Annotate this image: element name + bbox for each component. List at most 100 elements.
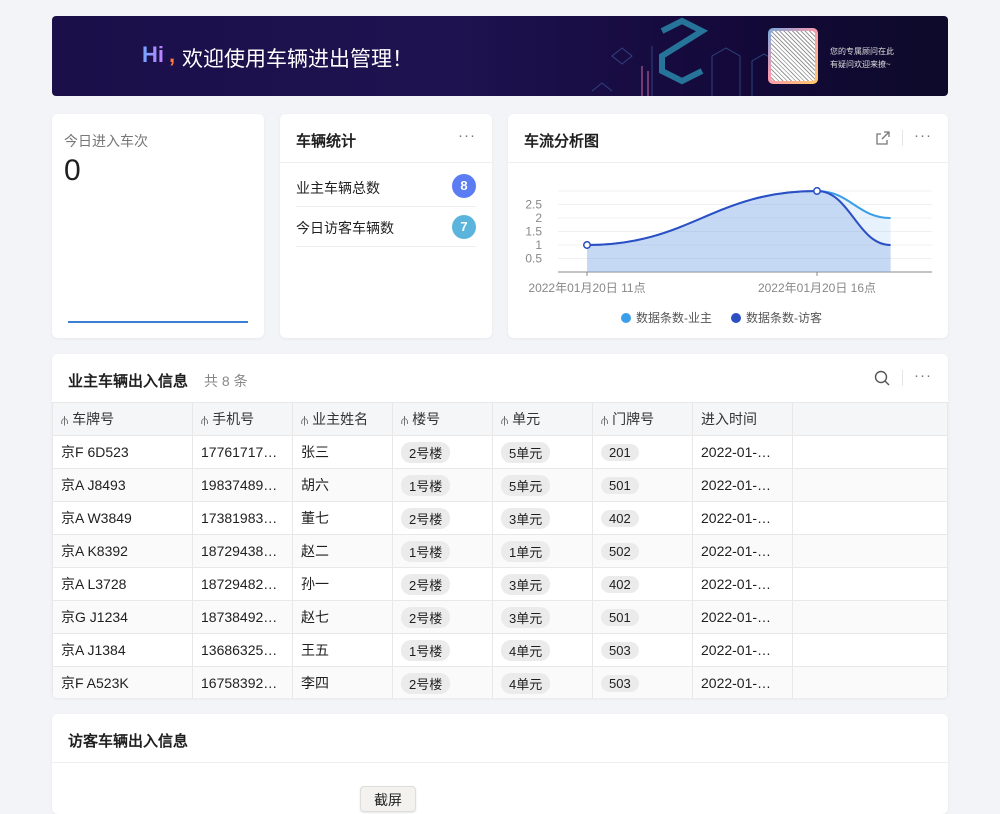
table-cell: 2022-01-…	[692, 600, 793, 634]
cell-tag: 502	[601, 542, 639, 560]
cell-tag: 1号楼	[401, 639, 451, 661]
table-cell: 京A K8392	[52, 534, 193, 568]
cell-tag: 3单元	[501, 573, 551, 595]
table-cell: 2号楼	[392, 600, 493, 634]
column-header[interactable]: ⫛ 手机号	[192, 402, 293, 436]
cell-tag: 2号楼	[401, 573, 451, 595]
owner-table-title: 业主车辆出入信息	[68, 373, 189, 390]
table-cell: 3单元	[492, 501, 593, 535]
table-cell: 5单元	[492, 435, 593, 469]
table-cell: 18729438…	[192, 534, 293, 568]
cell-text: 2022-01-…	[701, 609, 772, 625]
qr-code	[768, 28, 818, 84]
cell-tag: 2号楼	[401, 672, 451, 694]
table-cell: 501	[592, 468, 693, 502]
y-tick-label: 0.5	[525, 252, 542, 266]
y-tick-label: 2	[535, 211, 542, 225]
table-cell: 2022-01-…	[692, 435, 793, 469]
table-cell: 李四	[292, 666, 393, 698]
more-icon[interactable]: ···	[914, 367, 932, 384]
series-area	[587, 191, 891, 272]
search-icon[interactable]	[874, 370, 890, 386]
table-cell: 503	[592, 633, 693, 667]
column-header[interactable]: ⫛ 门牌号	[592, 402, 693, 436]
cell-text: 2022-01-…	[701, 543, 772, 559]
cell-tag: 2号楼	[401, 507, 451, 529]
today-entries-value: 0	[64, 154, 81, 187]
cell-text: 京F 6D523	[61, 444, 129, 460]
table-cell: 402	[592, 567, 693, 601]
table-cell: 502	[592, 534, 693, 568]
table-cell: 2022-01-…	[692, 501, 793, 535]
cell-tag: 1单元	[501, 540, 551, 562]
stat-label: 业主车辆总数	[296, 180, 380, 196]
cell-tag: 4单元	[501, 672, 551, 694]
table-row[interactable]: 京A J8493 19837489… 胡六 1号楼 5单元 501 2022-01-…	[52, 468, 948, 502]
stat-row-visitor: 今日访客车辆数 7	[296, 207, 476, 247]
today-entries-label: 今日进入车次	[64, 133, 148, 149]
screenshot-button[interactable]: 截屏	[360, 786, 416, 812]
traffic-line-chart: 0.511.522.5 2022年01月20日 11点 2022年01月20日 16…	[525, 187, 932, 325]
cell-text: 19837489…	[201, 477, 278, 493]
table-cell: 3单元	[492, 600, 593, 634]
table-cell: 1单元	[492, 534, 593, 568]
table-row[interactable]: 京G J1234 18738492… 赵七 2号楼 3单元 501 2022-01-…	[52, 600, 948, 634]
cell-text: 2022-01-…	[701, 510, 772, 526]
table-cell: 赵二	[292, 534, 393, 568]
x-tick-label: 2022年01月20日 16点	[758, 281, 876, 295]
cell-text: 17761717…	[201, 444, 278, 460]
table-cell: 京A J8493	[52, 468, 193, 502]
cell-tag: 402	[601, 509, 639, 527]
table-cell: 17761717…	[192, 435, 293, 469]
cell-text: 2022-01-…	[701, 477, 772, 493]
group-field-icon: ⫛	[61, 413, 69, 427]
today-entries-line	[68, 321, 248, 323]
series-line	[586, 189, 891, 246]
table-row[interactable]: 京A J1384 13686325… 王五 1号楼 4单元 503 2022-01-…	[52, 633, 948, 667]
column-header[interactable]: 进入时间	[692, 402, 793, 436]
today-entries-card: 今日进入车次 0	[52, 114, 264, 338]
cell-tag: 1号楼	[401, 540, 451, 562]
column-label: 手机号	[212, 411, 255, 427]
table-cell: 2号楼	[392, 501, 493, 535]
legend-label: 数据条数-业主	[636, 310, 712, 325]
cell-text: 京A L3728	[61, 576, 127, 592]
series-area	[587, 191, 891, 272]
column-header[interactable]: ⫛ 单元	[492, 402, 593, 436]
table-row[interactable]: 京A L3728 18729482… 孙一 2号楼 3单元 402 2022-01-…	[52, 567, 948, 601]
table-row[interactable]: 京F 6D523 17761717… 张三 2号楼 5单元 201 2022-01-…	[52, 435, 948, 469]
table-cell: 503	[592, 666, 693, 698]
x-tick-label: 2022年01月20日 11点	[528, 281, 645, 295]
table-row[interactable]: 京A W3849 17381983… 董七 2号楼 3单元 402 2022-01-…	[52, 501, 948, 535]
table-cell: 16758392…	[192, 666, 293, 698]
cell-tag: 503	[601, 674, 639, 692]
stat-row-owner: 业主车辆总数 8	[296, 170, 476, 207]
y-tick-label: 2.5	[525, 198, 542, 212]
table-row[interactable]: 京F A523K 16758392… 李四 2号楼 4单元 503 2022-01-…	[52, 666, 948, 698]
external-link-icon[interactable]	[875, 130, 891, 146]
cell-text: 京G J1234	[61, 609, 128, 625]
table-cell: 18738492…	[192, 600, 293, 634]
cell-text: 张三	[301, 444, 329, 460]
table-row[interactable]: 京A K8392 18729438… 赵二 1号楼 1单元 502 2022-01-…	[52, 534, 948, 568]
more-icon[interactable]: ···	[458, 127, 476, 144]
group-field-icon: ⫛	[201, 413, 209, 427]
vehicle-stats-card: 车辆统计 ··· 业主车辆总数 8 今日访客车辆数 7	[280, 114, 492, 338]
owner-vehicle-table-card: 业主车辆出入信息 共 8 条 ··· ⫛ 车牌号 ⫛ 手机号 ⫛ 业主姓名 ⫛ 楼号 ⫛ 单元 ⫛ 门…	[52, 354, 948, 698]
column-label: 车牌号	[72, 411, 115, 427]
cell-tag: 2号楼	[401, 441, 451, 463]
y-tick-label: 1.5	[525, 225, 542, 239]
cell-text: 赵二	[301, 543, 329, 559]
more-icon[interactable]: ···	[914, 127, 932, 144]
table-cell-empty	[792, 501, 948, 535]
column-header[interactable]: ⫛ 车牌号	[52, 402, 193, 436]
column-header[interactable]: ⫛ 楼号	[392, 402, 493, 436]
cell-text: 李四	[301, 675, 329, 691]
table-cell: 2022-01-…	[692, 468, 793, 502]
visitor-vehicle-table-card: 访客车辆出入信息 截屏	[52, 714, 948, 814]
table-cell: 京A J1384	[52, 633, 193, 667]
column-header[interactable]: ⫛ 业主姓名	[292, 402, 393, 436]
cell-tag: 503	[601, 641, 639, 659]
cell-tag: 2号楼	[401, 606, 451, 628]
cell-tag: 402	[601, 575, 639, 593]
